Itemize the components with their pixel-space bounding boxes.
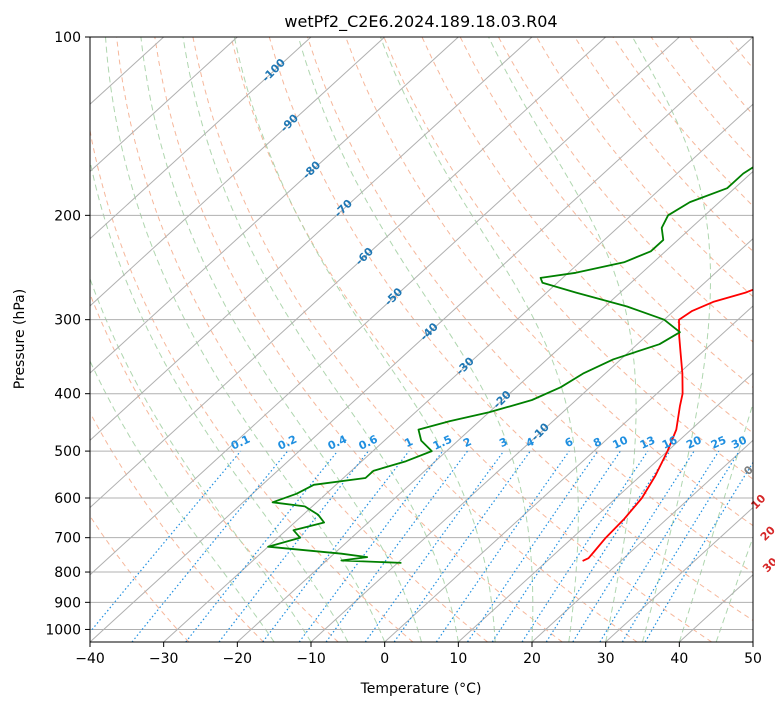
mixing-ratio-line: [90, 450, 242, 633]
y-tick-label: 700: [54, 531, 81, 547]
mixing-ratio-line: [364, 450, 505, 642]
dry-adiabat: [268, 37, 753, 622]
mixing-ratio-line: [621, 450, 740, 642]
dry-adiabat-label: 40: [774, 583, 775, 603]
y-axis-label: Pressure (hPa): [12, 289, 28, 389]
isotherm: [90, 37, 459, 374]
isotherm: [90, 37, 386, 307]
x-tick-label: 0: [380, 651, 389, 667]
mixing-ratio-line: [393, 450, 531, 642]
dry-adiabat: [497, 37, 753, 343]
moist-adiabat: [90, 158, 349, 642]
moist-adiabat: [182, 37, 459, 642]
moist-adiabat: [105, 37, 386, 642]
mixing-ratio-line: [572, 450, 695, 642]
x-tick-label: −10: [296, 651, 326, 667]
moist-adiabat: [715, 535, 753, 642]
x-tick-label: 10: [449, 651, 467, 667]
dry-adiabat: [459, 37, 753, 389]
background-lines: [90, 37, 753, 642]
x-tick-label: −40: [75, 651, 105, 667]
isotherm: [90, 37, 680, 576]
mixing-ratio-line: [521, 450, 649, 642]
y-tick-label: 800: [54, 565, 81, 581]
mixing-ratio-line: [325, 450, 468, 642]
isotherm: [310, 237, 753, 642]
moist-adiabat: [380, 37, 579, 642]
x-axis-label: Temperature (°C): [360, 681, 482, 697]
dry-adiabat: [90, 411, 264, 642]
dry-adiabat: [307, 37, 753, 574]
y-tick-label: 1000: [45, 622, 81, 638]
mixing-ratio-label: 20: [684, 433, 704, 451]
mixing-ratio-line: [298, 450, 444, 642]
mixing-ratio-line: [545, 450, 671, 642]
moist-adiabat: [233, 37, 496, 642]
mixing-ratio-line: [185, 450, 339, 642]
isotherm: [163, 103, 753, 642]
isotherm: [90, 37, 238, 173]
mixing-ratio-line: [491, 450, 621, 642]
profile-lines: [267, 166, 753, 564]
moist-adiabat: [488, 37, 637, 642]
isotherm: [531, 439, 753, 642]
x-tick-label: 30: [597, 651, 615, 667]
dry-adiabat: [116, 37, 488, 642]
mixing-ratio-label: 16: [660, 433, 680, 451]
mixing-ratio-line: [466, 450, 599, 642]
dry-adiabat: [154, 37, 563, 642]
x-tick-label: 40: [670, 651, 688, 667]
dry-adiabat: [90, 515, 190, 642]
isotherm: [90, 37, 753, 642]
isotherm: [90, 37, 607, 509]
isotherm: [90, 37, 533, 442]
moist-adiabat: [140, 37, 422, 642]
y-tick-label: 300: [54, 313, 81, 329]
y-tick-label: 600: [54, 491, 81, 507]
mixing-ratio-label: 10: [611, 433, 631, 451]
plot-frame: [89, 36, 754, 643]
mixing-ratio-label: 25: [709, 434, 728, 452]
x-tick-label: −20: [223, 651, 253, 667]
y-tick-label: 500: [54, 444, 81, 460]
x-tick-label: −30: [149, 651, 179, 667]
isotherm: [605, 506, 753, 642]
mixing-ratio-label: 30: [729, 433, 749, 451]
moist-adiabat: [297, 37, 534, 642]
y-tick-label: 100: [54, 30, 81, 46]
temperature-profile-line: [582, 288, 753, 562]
dewpoint-profile-line: [267, 166, 753, 564]
x-tick-label: 20: [523, 651, 541, 667]
moist-adiabat: [678, 401, 753, 642]
dry-adiabat: [192, 37, 638, 642]
moist-adiabat: [90, 359, 275, 642]
mixing-ratio-line: [131, 450, 289, 642]
mixing-ratio-line: [262, 450, 410, 642]
dry-adiabat: [90, 292, 339, 642]
chart-title: wetPf2_C2E6.2024.189.18.03.R04: [284, 12, 557, 32]
isotherm: [236, 170, 753, 642]
y-tick-label: 900: [54, 595, 81, 611]
moist-adiabat: [632, 37, 711, 642]
mixing-ratio-line: [435, 450, 570, 642]
y-tick-label: 200: [54, 208, 81, 224]
y-tick-label: 400: [54, 387, 81, 403]
axis-ticks: −40 −30 −20 −10 0 10 20 30 40 50 100 200 300 400 500 60…: [45, 30, 762, 667]
x-tick-label: 50: [744, 651, 762, 667]
isotherm: [90, 37, 312, 240]
isotherm: [457, 372, 753, 642]
mixing-ratio-label: 13: [638, 434, 657, 452]
isotherm: [384, 305, 753, 642]
